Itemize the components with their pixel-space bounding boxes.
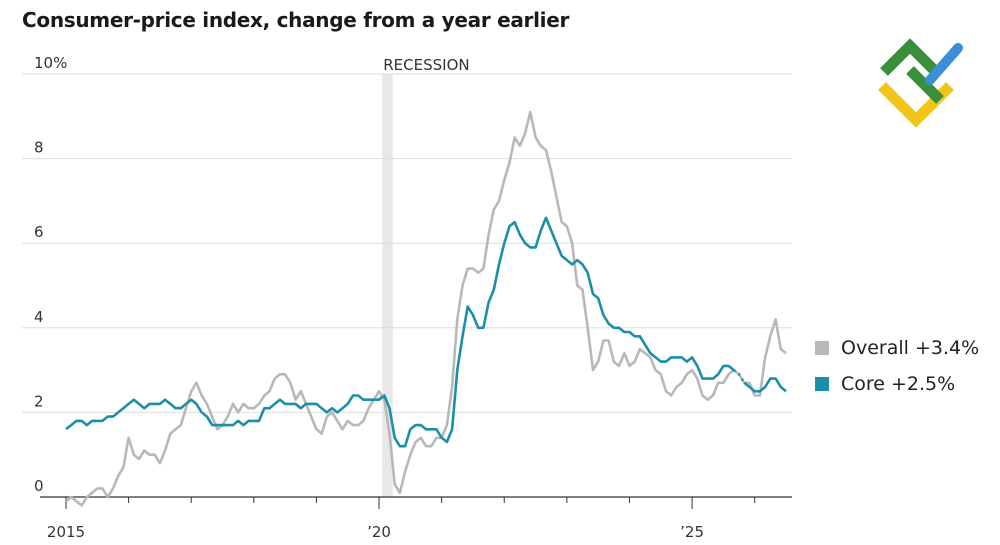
x-tick-label: ’20: [367, 523, 391, 541]
legend-label-overall: Overall +3.4%: [841, 337, 980, 359]
x-axis: 2015 ’20 ’25: [40, 496, 792, 541]
y-axis-tick-labels: 0 2 4 6 8 10%: [34, 54, 67, 495]
legend-item-core: Core +2.5%: [815, 366, 979, 402]
x-tick-label: 2015: [47, 523, 85, 541]
legend-label-core: Core +2.5%: [841, 373, 956, 395]
x-tick-label: ’25: [680, 523, 704, 541]
series-layer: [65, 110, 787, 507]
chart-title: Consumer-price index, change from a year…: [22, 8, 570, 32]
legend-swatch-overall: [815, 341, 829, 355]
legend: Overall +3.4% Core +2.5%: [815, 330, 979, 402]
legend-swatch-core: [815, 377, 829, 391]
y-tick-label: 4: [34, 308, 44, 326]
y-tick-label: 8: [34, 139, 44, 157]
legend-item-overall: Overall +3.4%: [815, 330, 979, 366]
gridlines: [22, 73, 792, 413]
recession-label: RECESSION: [383, 56, 469, 74]
recession-band-layer: RECESSION: [382, 56, 470, 497]
brand-logo-icon: [878, 38, 963, 128]
y-tick-label: 0: [34, 477, 44, 495]
y-tick-label: 6: [34, 223, 44, 241]
series-line-core: [65, 216, 735, 448]
y-tick-label: 10%: [34, 54, 67, 72]
series-line-overall: [65, 110, 787, 507]
y-tick-label: 2: [34, 392, 44, 410]
recession-band: [382, 74, 393, 497]
series-line-core-recent: [743, 377, 787, 393]
series-line-core-gap: [732, 369, 746, 384]
